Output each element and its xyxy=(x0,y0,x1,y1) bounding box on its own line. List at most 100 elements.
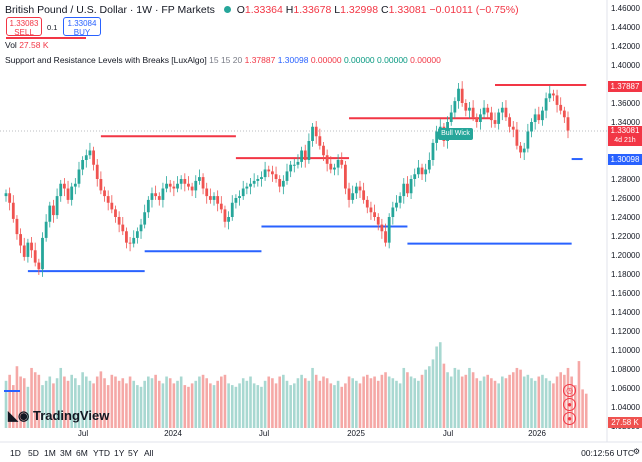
tradingview-logo[interactable]: ◣◉ TradingView xyxy=(8,408,109,424)
volume-bar xyxy=(161,383,165,428)
volume-bar xyxy=(274,383,278,428)
volume-bar xyxy=(340,386,344,428)
indicator-value-2: 1.30098 xyxy=(277,55,309,65)
tradingview-logo-icon: ◣◉ xyxy=(8,408,30,423)
volume-bar xyxy=(380,374,384,428)
volume-bar xyxy=(391,378,395,428)
candle-body xyxy=(135,231,139,238)
volume-bar xyxy=(198,376,201,428)
volume-bar xyxy=(344,383,347,428)
candle-body xyxy=(508,117,512,127)
candle-body xyxy=(44,221,48,238)
volume-bar xyxy=(424,369,427,428)
volume-bar xyxy=(172,383,176,428)
volume-bar xyxy=(387,376,391,428)
utc-clock[interactable]: 00:12:56 UTC xyxy=(581,448,634,458)
volume-bar xyxy=(511,372,515,428)
volume-bar xyxy=(431,359,435,428)
volume-bar xyxy=(471,372,475,428)
timeframe-all[interactable]: All xyxy=(144,448,154,458)
timeframe-1d[interactable]: 1D xyxy=(10,448,21,458)
event-icon-1[interactable]: ◷ xyxy=(563,384,576,397)
volume-bar xyxy=(442,363,446,428)
candle-body xyxy=(125,231,128,243)
indicator-legend[interactable]: Support and Resistance Levels with Break… xyxy=(5,55,441,65)
volume-bar xyxy=(33,372,37,428)
volume-bar xyxy=(577,361,581,428)
volume-bar xyxy=(81,372,84,428)
time-axis[interactable]: Jul 2024 Jul 2025 Jul 2026 xyxy=(78,429,547,438)
volume-bar xyxy=(457,369,460,428)
settings-icon[interactable]: ⚙ xyxy=(632,447,640,456)
indicator-value-1: 1.37887 xyxy=(244,55,276,65)
candle-body xyxy=(62,183,66,189)
volume-bar xyxy=(292,383,296,428)
timeframe-5y[interactable]: 5Y xyxy=(128,448,139,458)
candle-body xyxy=(143,212,147,225)
candle-body xyxy=(384,231,387,243)
volume-bar xyxy=(271,378,274,428)
candle-body xyxy=(114,209,117,217)
low-value: 1.32998 xyxy=(340,4,379,16)
volume-legend[interactable]: Vol 27.58 K xyxy=(5,40,49,50)
timeframe-6m[interactable]: 6M xyxy=(76,448,88,458)
event-icon-3[interactable]: ● xyxy=(563,412,576,425)
volume-bar xyxy=(333,385,336,428)
candle-body xyxy=(30,242,33,251)
candle-body xyxy=(365,199,369,208)
candle-body xyxy=(70,186,74,200)
timeframe-3m[interactable]: 3M xyxy=(60,448,72,458)
volume-bar xyxy=(406,372,409,428)
symbol-title[interactable]: British Pound / U.S. Dollar · 1W · FP Ma… xyxy=(5,4,215,16)
event-icon-2[interactable]: ● xyxy=(563,398,576,411)
candle-body xyxy=(387,217,391,243)
volume-label: Vol xyxy=(5,40,17,50)
volume-bar xyxy=(395,380,398,428)
candle-body xyxy=(479,114,482,122)
volume-bar xyxy=(95,376,99,428)
volume-bar xyxy=(176,380,179,428)
volume-bar xyxy=(106,385,110,428)
candle-body xyxy=(296,161,300,165)
volume-bar xyxy=(533,380,537,428)
sell-button[interactable]: 1.33083 SELL xyxy=(6,17,42,37)
candle-body xyxy=(154,193,158,197)
candle-body xyxy=(249,183,252,187)
close-label: C xyxy=(381,4,389,16)
volume-bar xyxy=(482,376,486,428)
timeframe-ytd[interactable]: YTD xyxy=(93,448,110,458)
timeframe-1m[interactable]: 1M xyxy=(44,448,56,458)
volume-bar xyxy=(303,378,307,428)
volume-bar xyxy=(318,380,322,428)
buy-button[interactable]: 1.33084 BUY xyxy=(63,17,101,37)
candle-body xyxy=(431,142,435,160)
volume-bar xyxy=(449,376,453,428)
price-axis[interactable]: 1.460001.440001.420001.400001.380001.360… xyxy=(611,4,640,431)
candle-body xyxy=(260,177,263,179)
price-axis-label: 1.14000 xyxy=(611,308,640,317)
volume-bar xyxy=(336,380,340,428)
candle-body xyxy=(413,174,417,179)
timeframe-1y[interactable]: 1Y xyxy=(114,448,125,458)
timeframe-5d[interactable]: 5D xyxy=(28,448,39,458)
volume-bar xyxy=(125,383,128,428)
candle-body xyxy=(325,155,329,164)
candle-body xyxy=(117,217,121,225)
volume-bar xyxy=(88,380,92,428)
volume-bar xyxy=(11,385,15,428)
volume-bar xyxy=(559,372,563,428)
volume-bar xyxy=(355,380,358,428)
candle-body xyxy=(493,120,497,124)
volume-bar xyxy=(530,378,533,428)
volume-bar xyxy=(493,380,497,428)
volume-bar xyxy=(522,376,526,428)
candle-body xyxy=(161,188,165,200)
candle-body xyxy=(449,112,453,122)
candle-body xyxy=(395,202,398,208)
volume-bar xyxy=(285,380,289,428)
symbol-header: British Pound / U.S. Dollar · 1W · FP Ma… xyxy=(5,4,519,16)
candle-body xyxy=(183,179,187,184)
candle-body xyxy=(362,190,366,200)
candle-body xyxy=(176,183,179,189)
